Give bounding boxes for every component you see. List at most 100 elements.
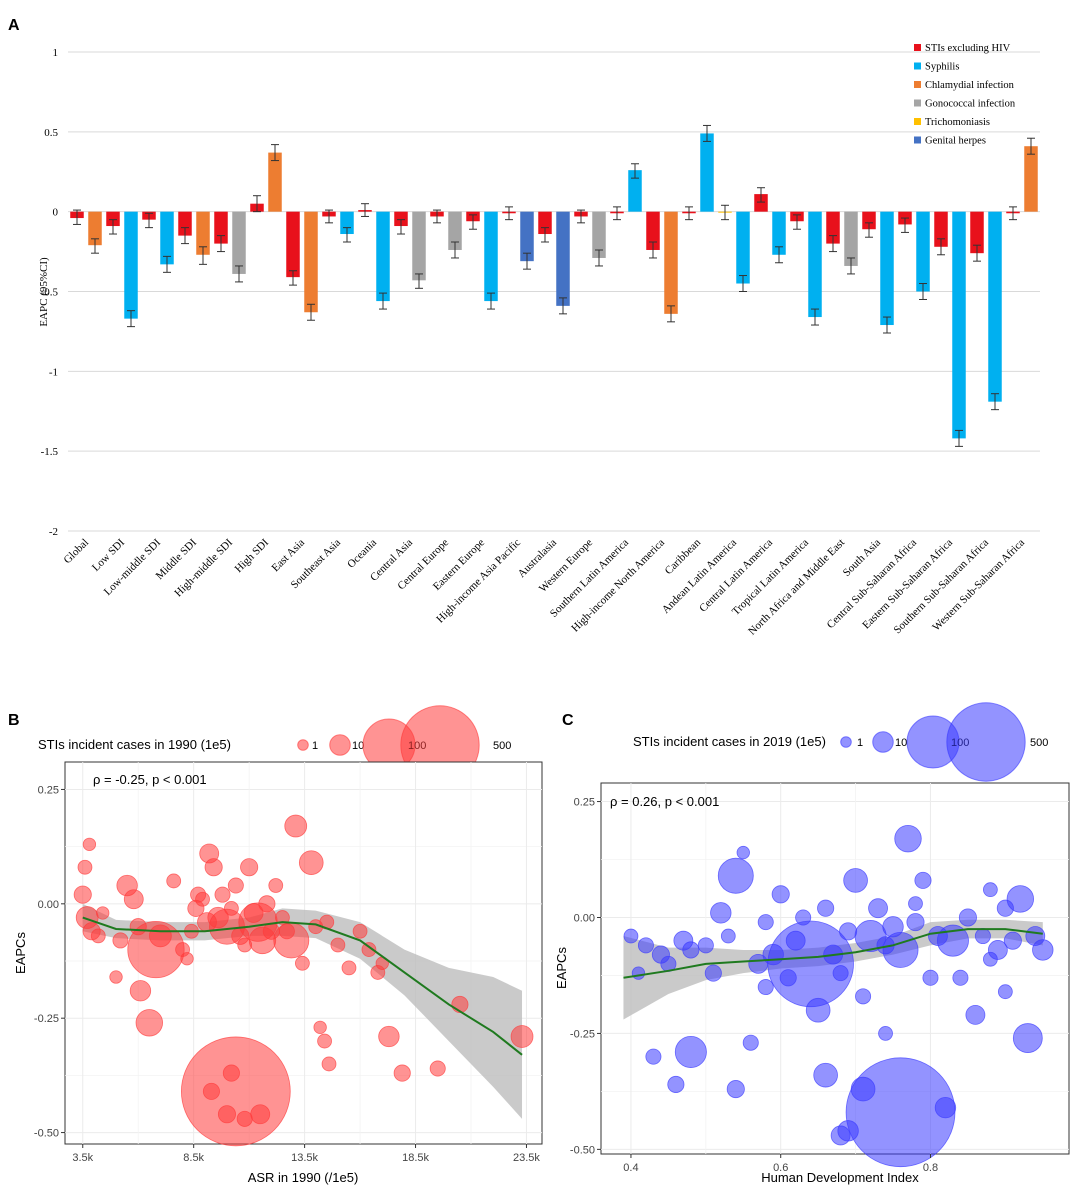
scatter-point: [109, 970, 123, 984]
scatter-point: [637, 937, 654, 954]
scatter-point: [129, 980, 152, 1002]
panel-c-correlation-annotation: ρ = 0.26, p < 0.001: [610, 794, 719, 809]
panel-a-bar: [700, 133, 714, 212]
panel-a-bar: [1024, 146, 1038, 212]
scatter-point: [73, 885, 92, 904]
y-tick-label: 0.00: [38, 899, 59, 911]
panel-b-x-axis-label: ASR in 1990 (/1e5): [248, 1170, 359, 1185]
x-tick-label: 0.4: [623, 1162, 638, 1174]
scatter-point: [645, 1048, 662, 1065]
panel-a-x-tick-label: Global: [61, 537, 91, 567]
y-tick-label: 0.25: [38, 784, 59, 796]
panel-a-bar: [448, 211, 462, 250]
panel-a-bar: [520, 211, 534, 262]
panel-a-legend-label: Syphilis: [925, 62, 959, 73]
panel-a-bar: [988, 211, 1002, 402]
panel-a-legend-label: Trichomoniasis: [925, 117, 990, 128]
scatter-point: [429, 1060, 446, 1077]
scatter-point: [82, 837, 97, 851]
size-legend-label: 500: [493, 740, 511, 752]
scatter-point: [1003, 931, 1022, 950]
panel-a-bar: [916, 211, 930, 292]
panel-a-bar: [232, 211, 246, 274]
y-tick-label: -0.25: [34, 1013, 59, 1025]
scatter-point: [868, 898, 888, 919]
scatter-point: [623, 928, 639, 944]
size-legend-title: STIs incident cases in 1990 (1e5): [38, 737, 231, 752]
scatter-point: [855, 988, 872, 1005]
panel-a-bar: [880, 211, 894, 326]
scatter-point: [317, 1033, 332, 1049]
size-legend-circle: [946, 702, 1026, 782]
scatter-point: [393, 1064, 411, 1082]
size-legend-circle: [329, 734, 351, 756]
scatter-point: [771, 885, 790, 904]
panel-a-bar: [592, 211, 606, 258]
panel-a-bar: [124, 211, 138, 319]
y-tick-label: -0.50: [34, 1128, 59, 1140]
panel-a-legend-swatch: [914, 118, 921, 125]
scatter-point: [982, 951, 998, 967]
panel-a-bar: [160, 211, 174, 265]
size-legend-circle: [872, 731, 894, 753]
panel-a-y-tick-label: -1.5: [41, 446, 59, 458]
panel-a-legend-label: Gonococcal infection: [925, 99, 1016, 110]
scatter-point: [284, 814, 308, 838]
scatter-point: [77, 859, 93, 875]
scatter-point: [832, 965, 849, 982]
smooth-confidence-band: [82, 903, 523, 1119]
smooth-trend-line: [623, 928, 1043, 979]
panel-a-y-tick-label: 0.5: [44, 127, 58, 139]
scatter-point: [273, 922, 310, 959]
panel-label-b: B: [8, 712, 20, 729]
panel-a-x-tick-label: Oceania: [345, 537, 379, 571]
scatter-point: [878, 1026, 893, 1041]
scatter-point: [181, 1036, 291, 1147]
scatter-point: [674, 1035, 707, 1068]
scatter-point: [195, 891, 210, 907]
scatter-point: [965, 1004, 986, 1025]
scatter-point: [330, 937, 346, 953]
scatter-point: [90, 928, 106, 944]
size-legend-title: STIs incident cases in 2019 (1e5): [633, 734, 826, 749]
scatter-point: [631, 966, 646, 980]
panel-a-bar: [268, 152, 282, 212]
panel-a-bar: [664, 211, 678, 314]
scatter-point: [742, 1034, 759, 1051]
scatter-point: [717, 857, 754, 894]
panel-label-a: A: [8, 17, 20, 34]
panel-a-bar: [754, 194, 768, 212]
scatter-point: [682, 941, 700, 959]
scatter-point: [258, 895, 276, 913]
scatter-point: [295, 955, 310, 971]
panel-a-bar: [736, 211, 750, 284]
scatter-point: [757, 914, 774, 931]
scatter-point: [1032, 939, 1054, 961]
scatter-point: [166, 873, 182, 889]
size-legend-label: 10: [895, 737, 907, 749]
panel-a-bar: [394, 211, 408, 227]
scatter-point: [843, 868, 868, 893]
x-tick-label: 0.6: [773, 1162, 788, 1174]
panel-a-bar: [844, 211, 858, 266]
panel-a-bar: [484, 211, 498, 302]
panel-a-y-tick-label: -2: [49, 526, 58, 538]
scatter-point: [341, 960, 357, 976]
panel-a-y-tick-label: -1: [49, 366, 58, 378]
scatter-point: [227, 877, 244, 894]
size-legend-label: 10: [352, 740, 364, 752]
panel-a-y-axis-label: EAPC (95%CI): [38, 257, 50, 327]
x-tick-label: 23.5k: [513, 1152, 540, 1164]
scatter-point: [736, 845, 750, 860]
scatter-point: [240, 858, 259, 877]
panel-a-bar: [628, 170, 642, 212]
scatter-point: [510, 1025, 534, 1048]
scatter-point: [135, 1009, 163, 1037]
scatter-point: [710, 902, 732, 924]
y-tick-label: -0.25: [570, 1028, 595, 1040]
panel-a-y-tick-label: -0.5: [41, 287, 59, 299]
panel-a-bar: [412, 211, 426, 281]
scatter-point: [96, 906, 110, 920]
scatter-point: [204, 858, 223, 877]
